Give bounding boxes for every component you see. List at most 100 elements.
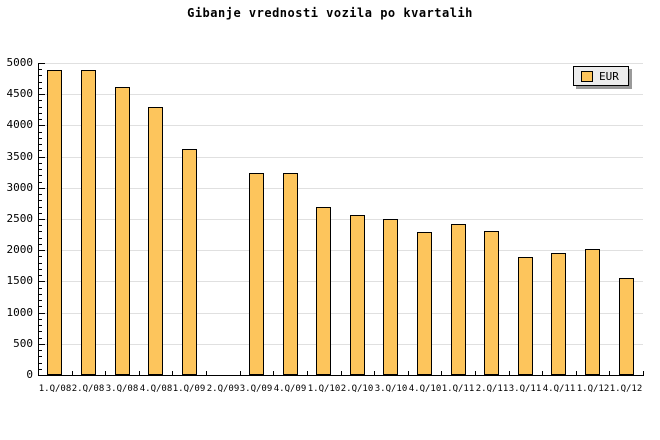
y-axis-minor-tick	[39, 225, 42, 226]
y-axis-minor-tick	[39, 175, 42, 176]
x-axis-label: 2.Q/11	[475, 384, 509, 394]
y-axis-label: 3000	[6, 181, 34, 194]
bar	[81, 70, 96, 375]
bar	[283, 173, 298, 375]
y-axis-minor-tick	[39, 269, 42, 270]
x-axis-label: 1.Q/12	[609, 384, 643, 394]
bar	[619, 278, 634, 375]
y-axis-minor-tick	[39, 319, 42, 320]
legend-label-eur: EUR	[599, 69, 619, 83]
y-axis-minor-tick	[39, 306, 42, 307]
bar	[350, 215, 365, 375]
x-axis-tick	[341, 371, 342, 375]
x-axis-label: 1.Q/10	[307, 384, 341, 394]
gridline	[39, 157, 643, 158]
gridline	[39, 344, 643, 345]
x-axis-label: 4.Q/11	[542, 384, 576, 394]
bar	[484, 231, 499, 375]
x-axis-label: 1.Q/12	[576, 384, 610, 394]
bar	[115, 87, 130, 375]
y-axis-major-tick	[39, 63, 45, 64]
y-axis-minor-tick	[39, 263, 42, 264]
bar	[249, 173, 264, 375]
bar	[316, 207, 331, 375]
x-axis-tick	[72, 371, 73, 375]
x-axis-tick	[307, 371, 308, 375]
y-axis-minor-tick	[39, 356, 42, 357]
y-axis-major-tick	[39, 188, 45, 189]
bar	[451, 224, 466, 375]
y-axis-label: 2000	[6, 243, 34, 256]
y-axis-minor-tick	[39, 144, 42, 145]
gridline	[39, 188, 643, 189]
y-axis-major-tick	[39, 157, 45, 158]
y-axis-label: 0	[26, 368, 33, 381]
bar	[551, 253, 566, 375]
x-axis-label: 4.Q/09	[273, 384, 307, 394]
gridline	[39, 125, 643, 126]
x-axis-label: 2.Q/09	[206, 384, 240, 394]
x-axis-tick	[105, 371, 106, 375]
y-axis-label: 2500	[6, 212, 34, 225]
legend-swatch-eur-icon	[581, 70, 593, 82]
x-axis-label: 1.Q/09	[172, 384, 206, 394]
y-axis-major-tick	[39, 94, 45, 95]
y-axis-minor-tick	[39, 200, 42, 201]
y-axis-minor-tick	[39, 132, 42, 133]
x-axis-label: 3.Q/11	[508, 384, 542, 394]
y-axis-minor-tick	[39, 325, 42, 326]
bar	[182, 149, 197, 375]
bar	[383, 219, 398, 375]
x-axis-tick	[475, 371, 476, 375]
x-axis-label: 1.Q/11	[441, 384, 475, 394]
gridline	[39, 313, 643, 314]
y-axis-minor-tick	[39, 244, 42, 245]
y-axis-minor-tick	[39, 207, 42, 208]
bar	[518, 257, 533, 375]
bar	[47, 70, 62, 375]
y-axis-minor-tick	[39, 294, 42, 295]
y-axis-minor-tick	[39, 100, 42, 101]
x-axis-tick	[139, 371, 140, 375]
y-axis-minor-tick	[39, 150, 42, 151]
y-axis-minor-tick	[39, 75, 42, 76]
x-axis-tick	[509, 371, 510, 375]
y-axis-label: 1500	[6, 274, 34, 287]
gridline	[39, 63, 643, 64]
x-axis-tick	[542, 371, 543, 375]
bar	[417, 232, 432, 375]
x-axis-label: 3.Q/09	[239, 384, 273, 394]
x-axis	[38, 375, 644, 376]
y-axis-minor-tick	[39, 350, 42, 351]
x-axis-tick	[273, 371, 274, 375]
x-axis-label: 3.Q/10	[374, 384, 408, 394]
chart-title: Gibanje vrednosti vozila po kvartalih	[187, 6, 473, 20]
gridline	[39, 219, 643, 220]
y-axis-minor-tick	[39, 182, 42, 183]
y-axis	[38, 63, 39, 375]
y-axis-label: 500	[13, 337, 33, 350]
y-axis-minor-tick	[39, 338, 42, 339]
x-axis-tick	[206, 371, 207, 375]
y-axis-minor-tick	[39, 231, 42, 232]
y-axis-minor-tick	[39, 169, 42, 170]
y-axis-minor-tick	[39, 69, 42, 70]
y-axis-major-tick	[39, 281, 45, 282]
y-axis-minor-tick	[39, 275, 42, 276]
x-axis-label: 3.Q/08	[105, 384, 139, 394]
y-axis-label: 5000	[6, 56, 34, 69]
gridline	[39, 94, 643, 95]
x-axis-tick	[240, 371, 241, 375]
y-axis-minor-tick	[39, 163, 42, 164]
y-axis-minor-tick	[39, 107, 42, 108]
legend-box: EUR	[573, 66, 629, 86]
y-axis-label: 3500	[6, 150, 34, 163]
x-axis-tick	[38, 371, 39, 375]
y-axis-minor-tick	[39, 288, 42, 289]
x-axis-tick	[374, 371, 375, 375]
y-axis-label: 4000	[6, 118, 34, 131]
y-axis-major-tick	[39, 344, 45, 345]
y-axis-major-tick	[39, 125, 45, 126]
